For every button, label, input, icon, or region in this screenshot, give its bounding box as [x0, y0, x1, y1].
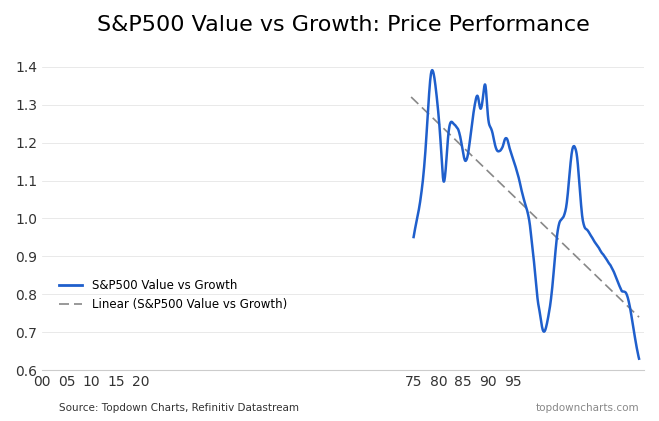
- Legend: S&P500 Value vs Growth, Linear (S&P500 Value vs Growth): S&P500 Value vs Growth, Linear (S&P500 V…: [54, 274, 292, 316]
- Text: Source: Topdown Charts, Refinitiv Datastream: Source: Topdown Charts, Refinitiv Datast…: [59, 402, 299, 413]
- Text: topdowncharts.com: topdowncharts.com: [536, 402, 639, 413]
- Title: S&P500 Value vs Growth: Price Performance: S&P500 Value vs Growth: Price Performanc…: [97, 15, 589, 35]
